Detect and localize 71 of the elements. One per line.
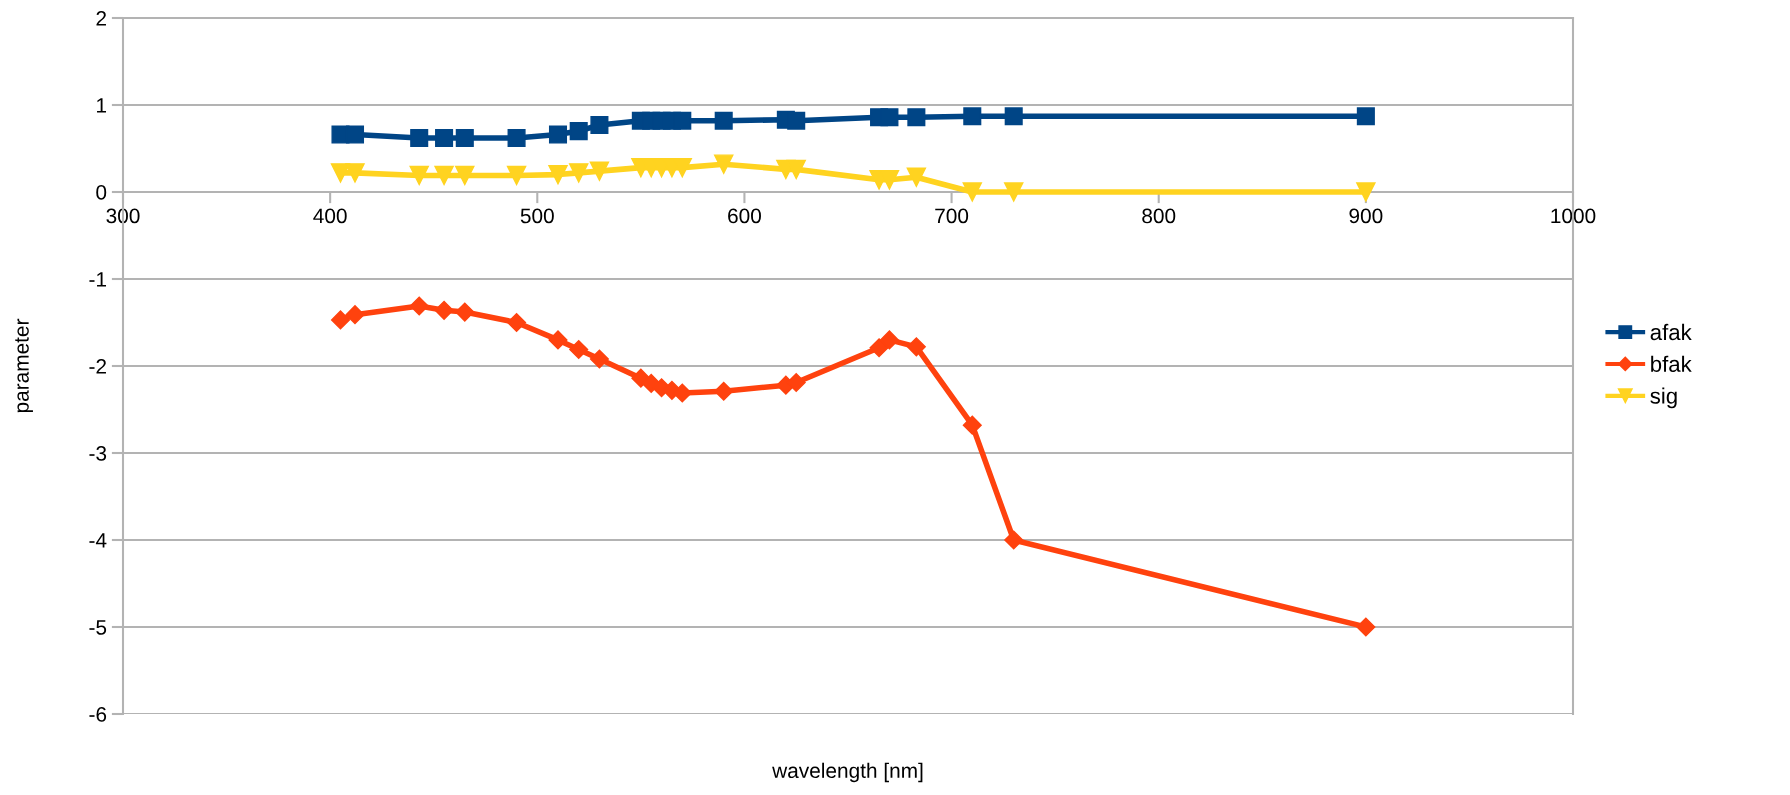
legend-label: sig [1650, 387, 1677, 409]
x-tick-label: 600 [728, 208, 761, 224]
point [548, 164, 568, 185]
x-tick-label: 800 [1142, 208, 1176, 224]
point [1356, 182, 1376, 202]
point [1356, 617, 1376, 637]
point [906, 337, 926, 357]
y-tick-label: -6 [89, 707, 107, 722]
point [590, 115, 609, 135]
point [434, 300, 454, 320]
x-tick-label: 500 [520, 208, 554, 224]
point [330, 163, 351, 183]
point [506, 165, 527, 186]
x-tick-label: 400 [313, 208, 347, 224]
y-tick-label: -2 [89, 359, 106, 374]
point [907, 108, 926, 127]
y-tick-label: 1 [97, 98, 107, 113]
y-tick-label: -4 [89, 533, 107, 548]
y-tick-label: -3 [89, 446, 107, 461]
point [714, 381, 734, 401]
point [455, 302, 475, 322]
x-tick-label: 700 [935, 208, 969, 224]
y-tick-label: 2 [96, 11, 106, 26]
point [714, 111, 733, 130]
point [589, 349, 609, 369]
point [548, 330, 568, 350]
legend-label: afak [1650, 323, 1692, 341]
y-tick-label: 0 [96, 185, 107, 200]
point [345, 305, 365, 325]
point [962, 182, 983, 202]
point [672, 383, 692, 403]
point [569, 339, 589, 360]
point [879, 330, 899, 350]
point [880, 108, 899, 127]
point [569, 122, 588, 141]
x-tick-label: 300 [106, 208, 140, 224]
point [1003, 182, 1024, 202]
point [455, 165, 475, 186]
point [673, 111, 692, 130]
point [434, 165, 454, 186]
point [548, 125, 568, 144]
point [568, 163, 589, 183]
y-tick-label: -5 [89, 620, 107, 635]
y-tick-label: -1 [89, 272, 107, 287]
point [455, 129, 474, 148]
point [906, 167, 927, 187]
point [330, 310, 351, 330]
point [1356, 107, 1375, 126]
point [1004, 107, 1023, 126]
point [345, 163, 365, 183]
point [786, 159, 806, 180]
point [713, 154, 734, 174]
x-tick-label: 900 [1349, 208, 1383, 224]
point [409, 165, 429, 186]
x-tick-label: 1000 [1551, 208, 1596, 224]
point [409, 296, 429, 316]
y-axis-title: parameter [15, 318, 33, 413]
point [589, 161, 610, 181]
point [786, 372, 806, 393]
legend-label: bfak [1651, 355, 1692, 372]
x-axis-title: wavelength [nm] [772, 762, 923, 783]
point [435, 129, 454, 148]
point [787, 111, 806, 130]
point [869, 338, 889, 358]
point [507, 129, 526, 148]
point [410, 129, 429, 148]
point [1004, 530, 1024, 550]
point [345, 125, 365, 144]
point [963, 107, 982, 126]
point [507, 312, 527, 333]
point [962, 415, 982, 435]
